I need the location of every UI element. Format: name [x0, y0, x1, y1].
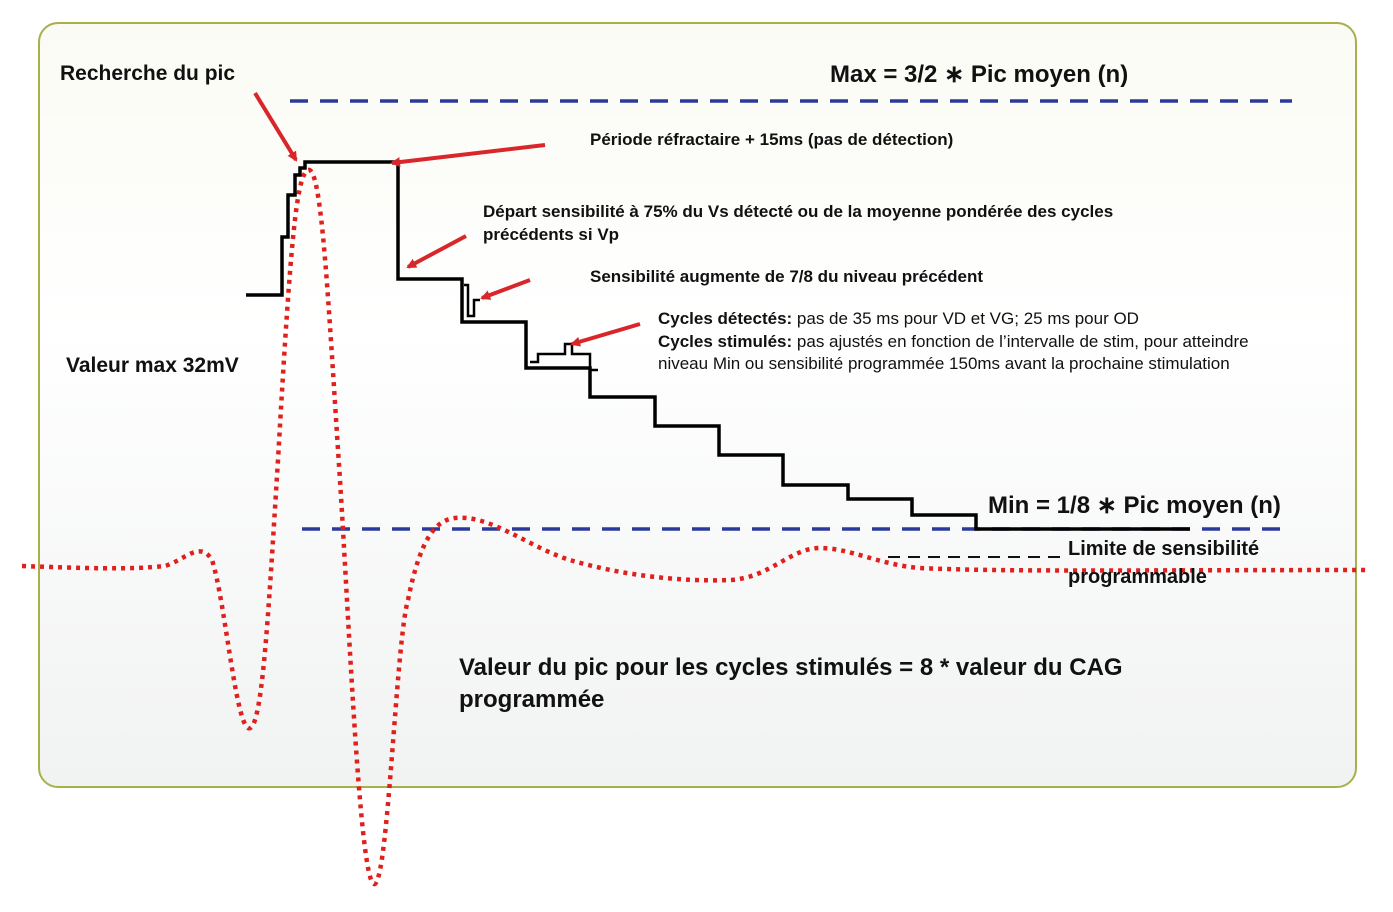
sensitivity-step-detail — [464, 283, 480, 318]
arrow-refractaire — [390, 143, 546, 168]
label-limite-sensibilite-line2: programmable — [1068, 566, 1207, 588]
label-depart-sensibilite-line2: précédents si Vp — [483, 225, 620, 244]
cycles-step-detail — [530, 342, 598, 372]
label-cycles-stimules-title: Cycles stimulés: — [658, 332, 793, 351]
label-cycles-detectes: Cycles détectés: pas de 35 ms pour VD et… — [658, 309, 1139, 329]
label-depart-sensibilite-line1: Départ sensibilité à 75% du Vs détecté o… — [483, 202, 1114, 221]
label-cycles-stimules-line2: niveau Min ou sensibilité programmée 150… — [658, 354, 1230, 373]
label-min-formula: Min = 1/8 ∗ Pic moyen (n) — [988, 492, 1281, 519]
signal-curve — [21, 167, 1371, 887]
arrow-recherche — [253, 91, 298, 162]
label-limite-sensibilite-line1: Limite de sensibilité — [1068, 538, 1260, 560]
label-sensibilite-augmente: Sensibilité augmente de 7/8 du niveau pr… — [590, 267, 984, 286]
label-periode-refractaire: Période réfractaire + 15ms (pas de détec… — [590, 130, 954, 149]
label-cycles-detectes-title: Cycles détectés: — [658, 309, 793, 328]
arrow-cycles — [570, 322, 641, 347]
label-valeur-pic-line1: Valeur du pic pour les cycles stimulés =… — [459, 654, 1123, 681]
label-cycles-stimules: Cycles stimulés: pas ajustés en fonction… — [658, 332, 1249, 352]
label-max-formula: Max = 3/2 ∗ Pic moyen (n) — [830, 61, 1129, 88]
arrow-depart — [406, 234, 467, 269]
label-valeur-pic-line2: programmée — [459, 686, 605, 713]
label-cycles-detectes-text: pas de 35 ms pour VD et VG; 25 ms pour O… — [792, 309, 1139, 328]
label-cycles-stimules-text: pas ajustés en fonction de l’intervalle … — [792, 332, 1249, 351]
diagram-frame — [38, 22, 1357, 788]
arrow-sensibilite — [480, 278, 531, 300]
sensitivity-threshold-curve — [246, 160, 1190, 531]
label-recherche-du-pic: Recherche du pic — [60, 62, 236, 85]
label-valeur-max: Valeur max 32mV — [66, 354, 239, 377]
